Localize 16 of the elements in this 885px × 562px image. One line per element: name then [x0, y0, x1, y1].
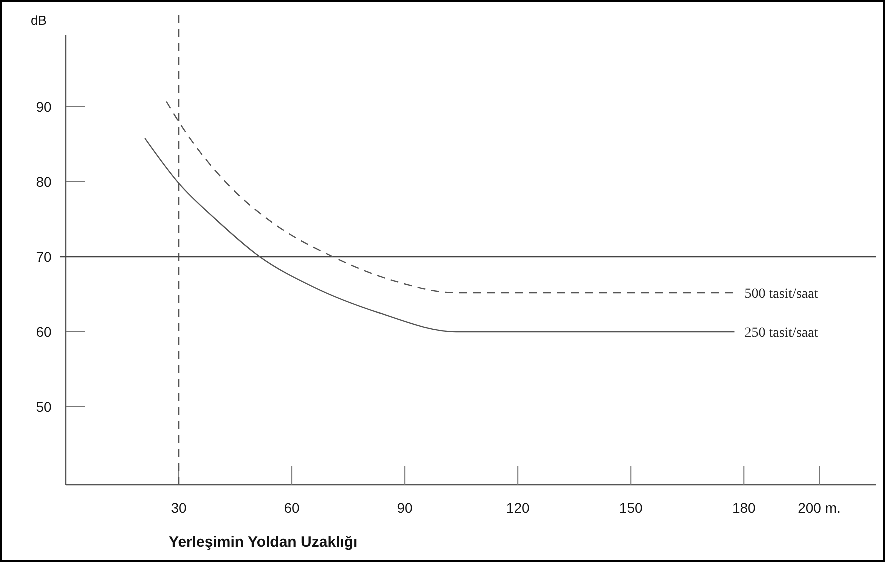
x-tick-label: 30 [171, 500, 188, 516]
y-tick-label: 60 [36, 324, 52, 340]
x-tick-label: 60 [284, 500, 300, 516]
y-tick-label: 70 [36, 249, 52, 265]
series-label: 500 tasit/saat [744, 287, 818, 302]
y-tick-label: 90 [36, 99, 52, 115]
y-tick-label: 50 [36, 399, 52, 415]
x-tick-label: 200 m. [798, 500, 841, 516]
x-axis-title: Yerleşimin Yoldan Uzaklığı [169, 534, 358, 551]
x-tick-label: 180 [732, 500, 756, 516]
x-tick-label: 150 [619, 500, 644, 516]
series-label: 250 tasit/saat [744, 326, 818, 341]
y-axis-title: dB [31, 13, 47, 28]
x-tick-label: 120 [506, 500, 530, 516]
x-tick-label: 90 [397, 500, 414, 516]
y-tick-label: 80 [36, 174, 52, 190]
